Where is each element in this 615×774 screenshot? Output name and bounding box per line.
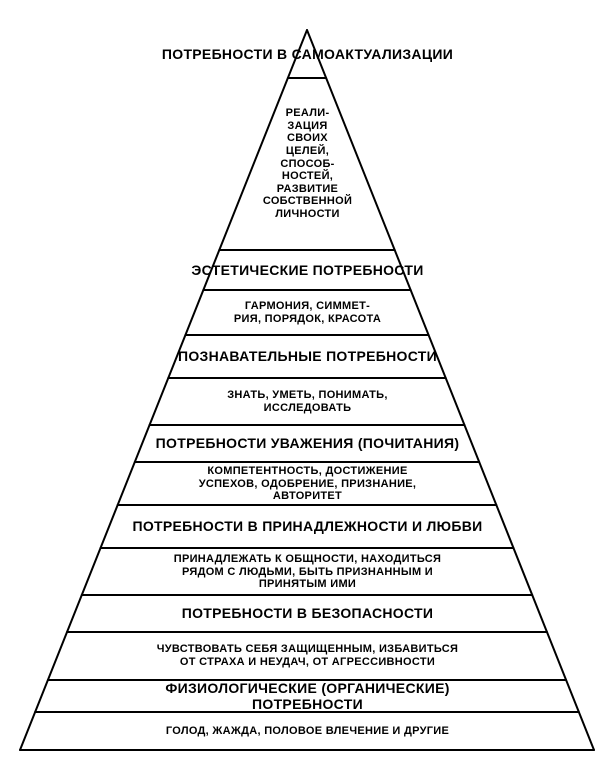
level-1-desc: РЕАЛИ-ЗАЦИЯСВОИХЦЕЛЕЙ,СПОСОБ-НОСТЕЙ,РАЗВ…	[0, 107, 615, 221]
level-4-desc: КОМПЕТЕНТНОСТЬ, ДОСТИЖЕНИЕУСПЕХОВ, ОДОБР…	[0, 465, 615, 503]
level-7-title: ФИЗИОЛОГИЧЕСКИЕ (ОРГАНИЧЕСКИЕ)ПОТРЕБНОСТ…	[0, 680, 615, 712]
level-4-title: ПОТРЕБНОСТИ УВАЖЕНИЯ (ПОЧИТАНИЯ)	[0, 435, 615, 451]
level-2-title: ЭСТЕТИЧЕСКИЕ ПОТРЕБНОСТИ	[0, 262, 615, 278]
pyramid-diagram: ПОТРЕБНОСТИ В САМОАКТУАЛИЗАЦИИ РЕАЛИ-ЗАЦ…	[0, 0, 615, 774]
level-5-title: ПОТРЕБНОСТИ В ПРИНАДЛЕЖНОСТИ И ЛЮБВИ	[0, 518, 615, 534]
level-5-desc: ПРИНАДЛЕЖАТЬ К ОБЩНОСТИ, НАХОДИТЬСЯРЯДОМ…	[0, 553, 615, 591]
level-1-title: ПОТРЕБНОСТИ В САМОАКТУАЛИЗАЦИИ	[0, 46, 615, 62]
level-6-title: ПОТРЕБНОСТИ В БЕЗОПАСНОСТИ	[0, 605, 615, 621]
level-7-desc: ГОЛОД, ЖАЖДА, ПОЛОВОЕ ВЛЕЧЕНИЕ И ДРУГИЕ	[0, 725, 615, 738]
level-2-desc: ГАРМОНИЯ, СИММЕТ-РИЯ, ПОРЯДОК, КРАСОТА	[0, 300, 615, 325]
level-6-desc: ЧУВСТВОВАТЬ СЕБЯ ЗАЩИЩЕННЫМ, ИЗБАВИТЬСЯО…	[0, 643, 615, 668]
level-3-title: ПОЗНАВАТЕЛЬНЫЕ ПОТРЕБНОСТИ	[0, 348, 615, 364]
level-3-desc: ЗНАТЬ, УМЕТЬ, ПОНИМАТЬ,ИССЛЕДОВАТЬ	[0, 389, 615, 414]
